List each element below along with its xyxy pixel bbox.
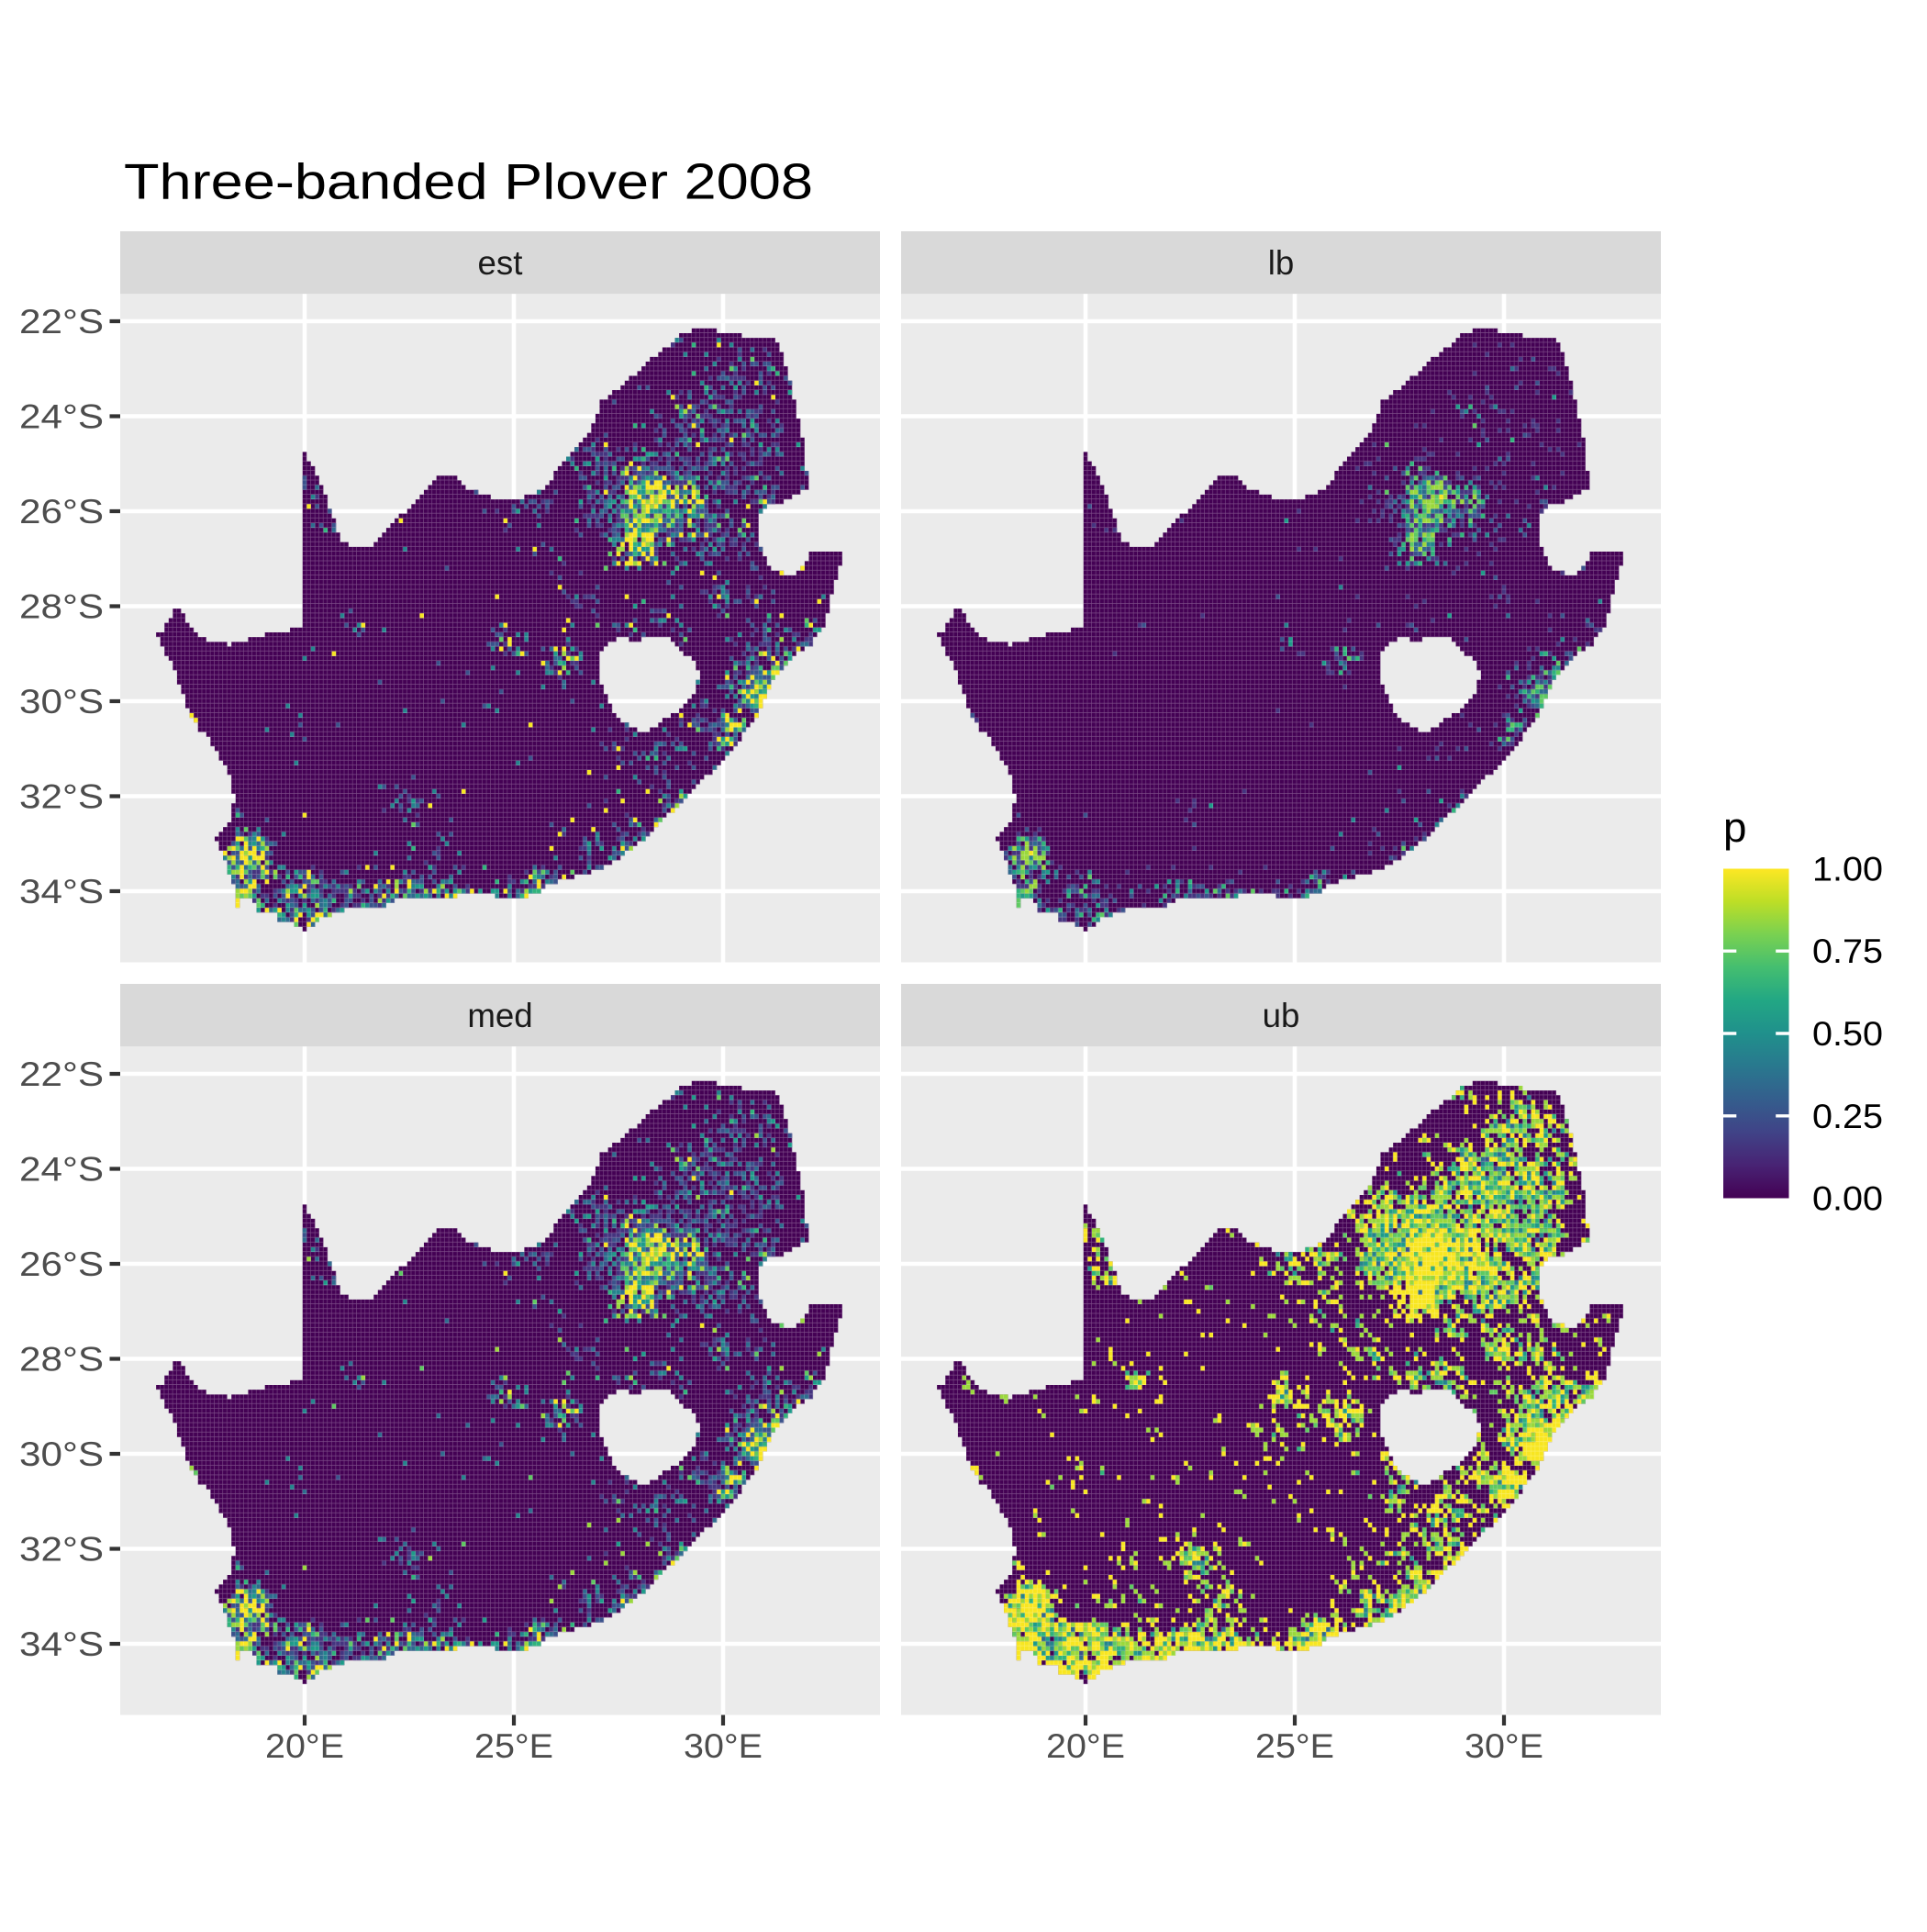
svg-text:est: est	[478, 244, 523, 282]
svg-text:25°E: 25°E	[1255, 1727, 1334, 1765]
svg-text:26°S: 26°S	[19, 1245, 104, 1283]
svg-text:28°S: 28°S	[19, 1341, 104, 1379]
svg-text:med: med	[467, 997, 532, 1034]
svg-text:0.50: 0.50	[1812, 1015, 1883, 1053]
svg-text:1.00: 1.00	[1812, 851, 1883, 888]
svg-text:24°S: 24°S	[19, 1151, 104, 1189]
svg-text:p: p	[1723, 804, 1746, 851]
svg-text:0.25: 0.25	[1812, 1098, 1883, 1135]
svg-text:32°S: 32°S	[19, 1531, 104, 1569]
svg-text:34°S: 34°S	[19, 1625, 104, 1663]
svg-text:34°S: 34°S	[19, 873, 104, 910]
svg-text:30°E: 30°E	[1465, 1727, 1543, 1765]
svg-text:30°S: 30°S	[19, 1435, 104, 1473]
svg-text:30°E: 30°E	[684, 1727, 763, 1765]
svg-text:22°S: 22°S	[19, 1055, 104, 1093]
svg-text:22°S: 22°S	[19, 303, 104, 341]
svg-text:Three-banded Plover 2008: Three-banded Plover 2008	[124, 153, 813, 210]
svg-text:20°E: 20°E	[265, 1727, 344, 1765]
svg-text:20°E: 20°E	[1046, 1727, 1125, 1765]
svg-text:28°S: 28°S	[19, 588, 104, 626]
svg-text:0.75: 0.75	[1812, 932, 1883, 970]
svg-text:26°S: 26°S	[19, 493, 104, 530]
svg-text:ub: ub	[1263, 997, 1300, 1034]
svg-text:30°S: 30°S	[19, 683, 104, 720]
svg-text:24°S: 24°S	[19, 398, 104, 436]
svg-text:lb: lb	[1268, 244, 1295, 282]
svg-text:25°E: 25°E	[474, 1727, 553, 1765]
svg-text:0.00: 0.00	[1812, 1180, 1883, 1218]
svg-text:32°S: 32°S	[19, 778, 104, 816]
